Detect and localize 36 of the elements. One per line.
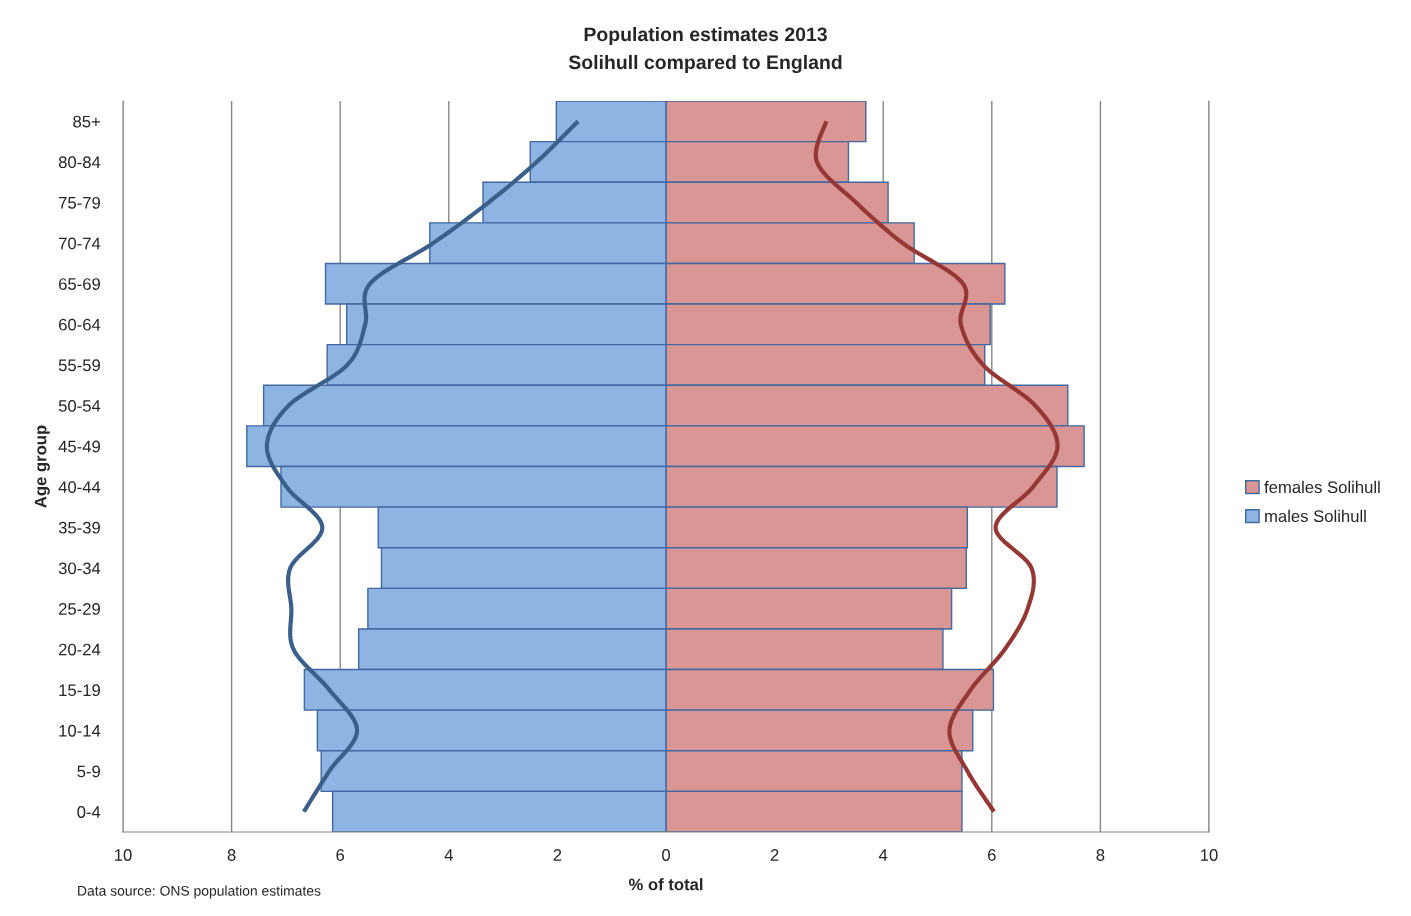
x-tick-label: 2: [770, 849, 779, 861]
y-tick-label: 20-24: [58, 643, 101, 656]
y-tick-label: 30-34: [58, 562, 101, 575]
chart-title: Population estimates 2013: [584, 26, 827, 46]
y-tick-label: 25-29: [58, 603, 100, 615]
y-tick-label: 50-54: [58, 399, 101, 412]
y-tick-label: 10-14: [59, 724, 101, 737]
y-tick-label: 55-59: [58, 359, 100, 372]
y-tick-label: 0-4: [77, 806, 101, 818]
y-axis-title: Age group: [34, 425, 50, 508]
x-tick-label: 2: [553, 849, 562, 861]
x-tick-label: 10: [115, 849, 132, 861]
x-tick-label: 8: [227, 849, 236, 861]
y-tick-label: 40-44: [58, 481, 101, 494]
x-tick-label: 4: [878, 849, 888, 861]
y-tick-label: 15-19: [59, 684, 100, 697]
y-tick-label: 85+: [73, 115, 100, 128]
y-tick-label: 45-49: [58, 440, 100, 453]
legend-label: females Solihull: [1264, 480, 1380, 494]
y-tick-label: 65-69: [59, 278, 100, 290]
x-tick-label: 10: [1201, 849, 1218, 861]
y-tick-label: 5-9: [77, 765, 100, 778]
legend-label: males Solihull: [1265, 509, 1366, 523]
y-tick-label: 75-79: [59, 196, 100, 209]
x-tick-label: 4: [444, 849, 453, 861]
y-tick-label: 80-84: [58, 156, 101, 169]
source-note: Data source: ONS population estimates: [78, 885, 321, 899]
x-axis-title: % of total: [628, 878, 703, 891]
y-tick-label: 70-74: [59, 237, 101, 250]
y-tick-label: 60-64: [59, 318, 101, 331]
y-tick-label: 35-39: [58, 521, 100, 534]
x-tick-label: 6: [336, 849, 345, 861]
chart-subtitle: Solihull compared to England: [568, 54, 842, 74]
x-tick-label: 0: [662, 849, 670, 861]
x-tick-label: 8: [1096, 849, 1105, 861]
x-tick-label: 6: [988, 849, 996, 861]
